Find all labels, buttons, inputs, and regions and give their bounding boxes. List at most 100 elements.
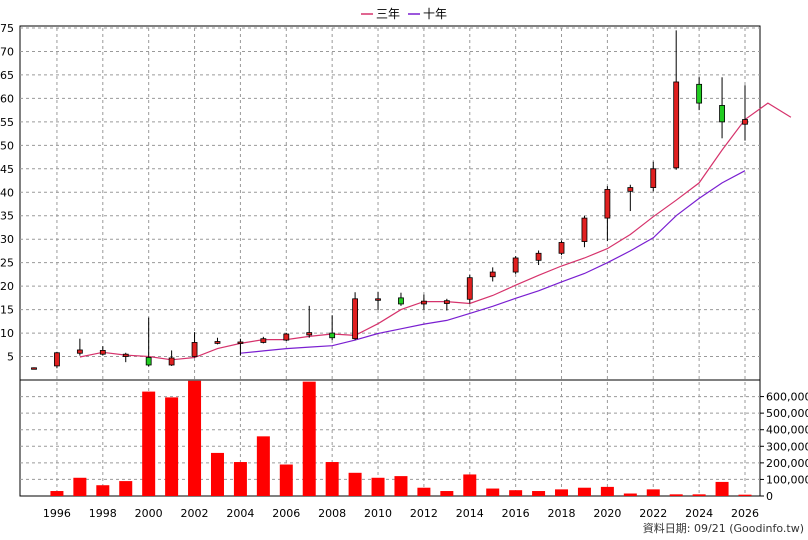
volume-tick-label: 200,000 xyxy=(766,457,808,470)
legend: 三年 十年 xyxy=(361,7,447,21)
volume-tick-label: 0 xyxy=(766,490,773,503)
price-tick-label: 60 xyxy=(0,92,14,105)
price-tick-label: 5 xyxy=(7,351,14,364)
volume-tick-label: 400,000 xyxy=(766,424,808,437)
volume-bar xyxy=(233,462,247,496)
candle-body xyxy=(398,297,404,305)
price-tick-label: 10 xyxy=(0,327,14,340)
candle-body xyxy=(673,81,680,169)
candle-body xyxy=(54,352,60,367)
volume-tick-label: 300,000 xyxy=(766,440,808,453)
x-tick-label: 2000 xyxy=(135,507,163,520)
price-axis: 5 10 15 20 25 30 35 40 45 50 55 60 65 70 75 xyxy=(0,22,14,364)
volume-bar xyxy=(50,491,64,496)
x-tick-label: 2004 xyxy=(226,507,254,520)
x-tick-label: 2016 xyxy=(502,507,530,520)
volume-bar xyxy=(738,494,752,496)
candle-body xyxy=(214,341,221,344)
volume-bar xyxy=(486,488,500,496)
candle-body xyxy=(443,300,450,304)
volume-tick-label: 500,000 xyxy=(766,407,808,420)
volume-bar xyxy=(73,477,87,496)
volume-bar xyxy=(165,397,179,496)
ma-line-10yr xyxy=(240,170,746,354)
candle-body xyxy=(696,83,703,104)
candle-body xyxy=(352,298,358,340)
candle-body xyxy=(719,105,725,123)
volume-bar xyxy=(188,380,202,496)
candle-body xyxy=(535,252,542,261)
candle-body xyxy=(581,217,588,242)
volume-bar xyxy=(279,464,293,496)
candle-body xyxy=(145,357,152,366)
candle-body xyxy=(260,338,267,343)
candle-body xyxy=(31,367,37,370)
grid-lines xyxy=(20,27,760,496)
candle-body xyxy=(466,277,473,300)
volume-bar xyxy=(555,489,569,496)
candle-body xyxy=(742,119,748,125)
volume-bars xyxy=(50,380,752,496)
volume-axis: 0 100,000 200,000 300,000 400,000 500,000 600,… xyxy=(760,391,808,503)
x-tick-label: 2006 xyxy=(272,507,300,520)
x-tick-label: 2002 xyxy=(181,507,209,520)
volume-bar xyxy=(692,494,706,496)
volume-bar xyxy=(577,487,591,496)
volume-bar xyxy=(371,477,385,496)
volume-bar xyxy=(440,491,454,496)
price-tick-label: 40 xyxy=(0,186,14,199)
candle-body xyxy=(627,187,634,192)
legend-label-10yr: 十年 xyxy=(423,7,447,21)
volume-bar xyxy=(119,481,133,496)
x-tick-label: 2008 xyxy=(318,507,346,520)
x-tick-label: 2024 xyxy=(685,507,713,520)
candle-body xyxy=(99,350,106,355)
x-tick-label: 2010 xyxy=(364,507,392,520)
candle-body xyxy=(168,357,175,366)
price-tick-label: 25 xyxy=(0,257,14,270)
price-tick-label: 65 xyxy=(0,69,14,82)
volume-bar xyxy=(302,381,316,496)
volume-bar xyxy=(646,489,660,496)
x-tick-label: 1996 xyxy=(43,507,71,520)
candle-body xyxy=(191,342,198,357)
volume-bar xyxy=(142,391,156,496)
x-tick-label: 2020 xyxy=(593,507,621,520)
price-tick-label: 50 xyxy=(0,139,14,152)
volume-bar xyxy=(715,481,729,496)
ma-line-3yr xyxy=(79,102,792,361)
volume-bar xyxy=(509,490,523,496)
candle-body xyxy=(650,168,657,188)
volume-bar xyxy=(463,474,477,496)
price-tick-label: 70 xyxy=(0,45,14,58)
candle-body xyxy=(512,257,519,273)
volume-tick-label: 100,000 xyxy=(766,473,808,486)
x-tick-label: 1998 xyxy=(89,507,117,520)
volume-bar xyxy=(669,494,683,496)
candle-body xyxy=(76,349,83,354)
x-tick-label: 2014 xyxy=(456,507,484,520)
price-tick-label: 15 xyxy=(0,304,14,317)
candle-body xyxy=(329,332,336,339)
price-tick-label: 30 xyxy=(0,233,14,246)
volume-bar xyxy=(256,436,270,496)
volume-bar xyxy=(394,476,408,496)
candle-body xyxy=(421,300,427,305)
volume-bar xyxy=(623,493,637,496)
candle-body xyxy=(558,242,565,254)
volume-bar xyxy=(417,487,431,496)
price-tick-label: 20 xyxy=(0,280,14,293)
candlesticks xyxy=(31,30,748,370)
candle-body xyxy=(122,353,129,357)
volume-bar xyxy=(210,452,224,496)
volume-bar xyxy=(96,485,110,496)
price-tick-label: 75 xyxy=(0,22,14,35)
data-date-footer: 資料日期: 09/21 (Goodinfo.tw) xyxy=(643,521,804,535)
x-tick-label: 2018 xyxy=(548,507,576,520)
price-tick-label: 55 xyxy=(0,116,14,129)
x-tick-label: 2022 xyxy=(639,507,667,520)
price-tick-label: 45 xyxy=(0,163,14,176)
x-tick-label: 2026 xyxy=(731,507,759,520)
candle-body xyxy=(237,341,244,344)
